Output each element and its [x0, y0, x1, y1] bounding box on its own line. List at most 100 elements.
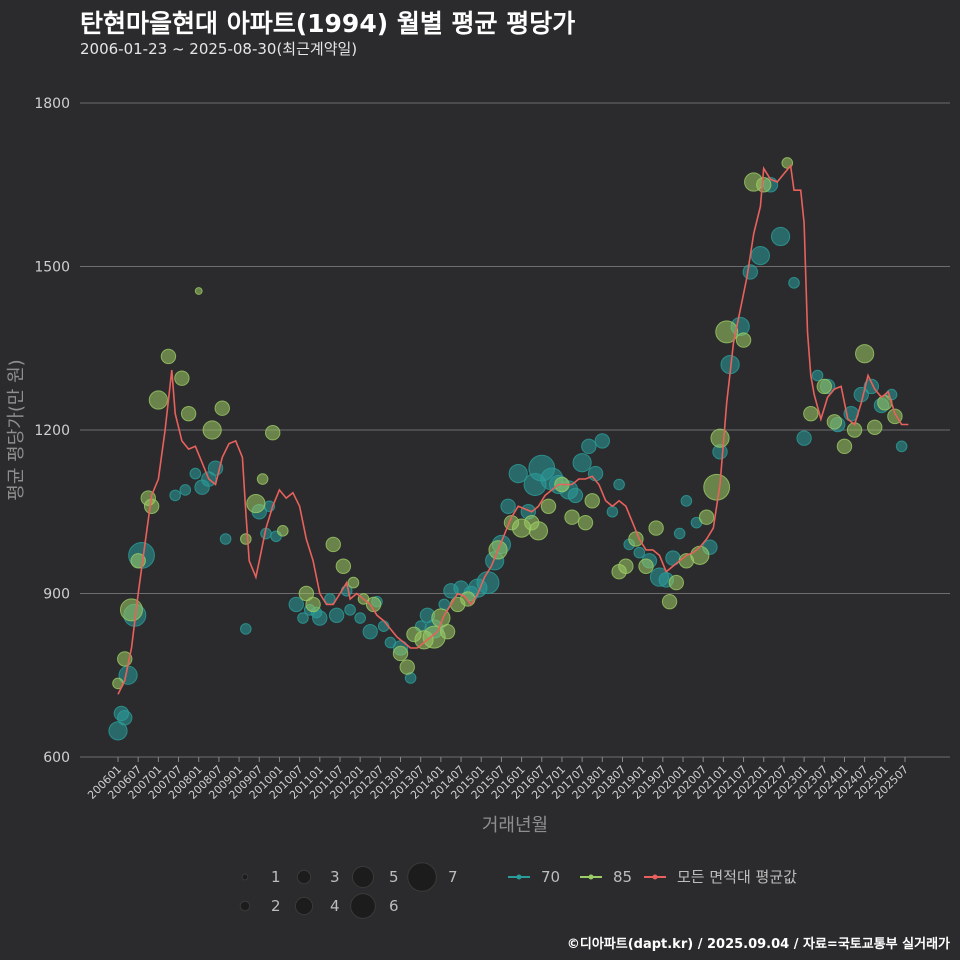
- point-85: [668, 574, 684, 591]
- point-85: [265, 425, 281, 441]
- point-85: [143, 498, 160, 514]
- size-legend-label: 6: [389, 897, 399, 915]
- size-legend-symbol: [407, 862, 437, 892]
- point-85: [638, 558, 654, 574]
- legend-label: 70: [541, 868, 560, 886]
- point-70: [108, 721, 128, 741]
- point-85: [347, 576, 360, 589]
- point-85: [148, 390, 168, 410]
- point-70: [344, 604, 356, 616]
- size-legend-label: 7: [448, 868, 458, 886]
- chart-title: 탄현마을현대 아파트(1994) 월별 평균 평당가: [80, 9, 576, 38]
- point-70: [581, 438, 597, 455]
- point-85: [528, 521, 549, 541]
- point-85: [826, 414, 843, 430]
- point-70: [476, 571, 500, 595]
- size-legend-label: 1: [271, 868, 281, 886]
- point-85: [180, 405, 197, 422]
- point-85: [540, 498, 557, 514]
- size-legend-label: 4: [330, 897, 340, 915]
- point-85: [246, 493, 266, 514]
- point-70: [594, 433, 611, 449]
- point-85: [803, 405, 819, 422]
- point-70: [312, 610, 328, 626]
- point-85: [648, 520, 664, 536]
- point-85: [855, 344, 875, 364]
- point-70: [788, 277, 800, 289]
- average-line-layer: [117, 163, 909, 695]
- point-70: [567, 487, 584, 504]
- legend-label: 85: [613, 868, 632, 886]
- size-legend-symbol: [294, 896, 314, 916]
- size-legend-symbol: [296, 869, 312, 885]
- point-70: [606, 505, 619, 518]
- point-85: [690, 545, 710, 565]
- point-70: [297, 612, 309, 624]
- x-axis-ticks: 2006012006072007012007072008012008072009…: [85, 757, 911, 802]
- point-85: [392, 645, 409, 662]
- point-70: [750, 246, 770, 266]
- size-legend-symbol: [350, 893, 376, 919]
- point-85: [735, 332, 752, 348]
- point-70: [362, 623, 378, 640]
- point-70: [811, 369, 824, 382]
- point-70: [613, 478, 625, 491]
- point-85: [618, 558, 634, 574]
- point-70: [240, 623, 252, 635]
- point-70: [169, 489, 181, 502]
- point-70: [587, 465, 604, 482]
- y-axis-ticks: 600 900 1200 1500 1800: [34, 96, 70, 766]
- point-85: [174, 370, 190, 386]
- point-70: [633, 546, 646, 559]
- point-85: [305, 596, 321, 613]
- scatter-points: [108, 157, 908, 741]
- point-70: [117, 710, 133, 726]
- point-85: [256, 473, 269, 485]
- point-70: [288, 596, 304, 613]
- size-legend-symbol: [352, 866, 374, 888]
- chart-subtitle: 2006-01-23 ~ 2025-08-30(최근계약일): [80, 40, 358, 58]
- point-70: [796, 430, 812, 446]
- footer-credit: ©디아파트(dapt.kr) / 2025.09.04 / 자료=국토교통부 실…: [566, 937, 950, 952]
- point-85: [160, 348, 177, 365]
- point-70: [328, 607, 345, 623]
- point-85: [564, 509, 580, 525]
- point-70: [742, 264, 758, 280]
- legend: 1 2 3 4 5 6 7 70 85 모든 면적대 평균값: [239, 862, 797, 919]
- y-tick-label: 900: [43, 587, 70, 603]
- point-85: [836, 438, 853, 455]
- point-70: [770, 226, 791, 247]
- point-85: [276, 525, 289, 537]
- point-85: [715, 320, 739, 344]
- point-70: [500, 498, 516, 514]
- average-line: [117, 163, 909, 695]
- point-85: [335, 558, 352, 574]
- y-axis-title: 평균 평당가(만 원): [6, 359, 27, 500]
- point-85: [584, 493, 600, 509]
- point-85: [365, 596, 382, 613]
- size-legend-label: 2: [271, 897, 281, 915]
- point-85: [577, 514, 594, 531]
- point-70: [680, 495, 693, 507]
- point-85: [698, 509, 715, 525]
- point-70: [673, 527, 686, 540]
- size-legend-label: 3: [330, 868, 340, 886]
- y-tick-label: 1800: [34, 96, 70, 112]
- legend-dot-key: [516, 874, 522, 880]
- legend-dot-key: [588, 874, 594, 880]
- point-85: [399, 659, 415, 675]
- point-70: [895, 440, 908, 453]
- point-70: [572, 453, 592, 473]
- point-70: [508, 464, 528, 484]
- point-85: [816, 378, 832, 395]
- point-85: [703, 473, 731, 501]
- x-axis-title: 거래년월: [482, 815, 548, 836]
- point-85: [240, 533, 252, 545]
- size-legend-symbol: [241, 873, 249, 881]
- point-85: [661, 593, 678, 610]
- point-85: [194, 287, 203, 295]
- point-85: [325, 536, 341, 553]
- point-85: [756, 177, 772, 193]
- y-tick-label: 1500: [34, 260, 70, 276]
